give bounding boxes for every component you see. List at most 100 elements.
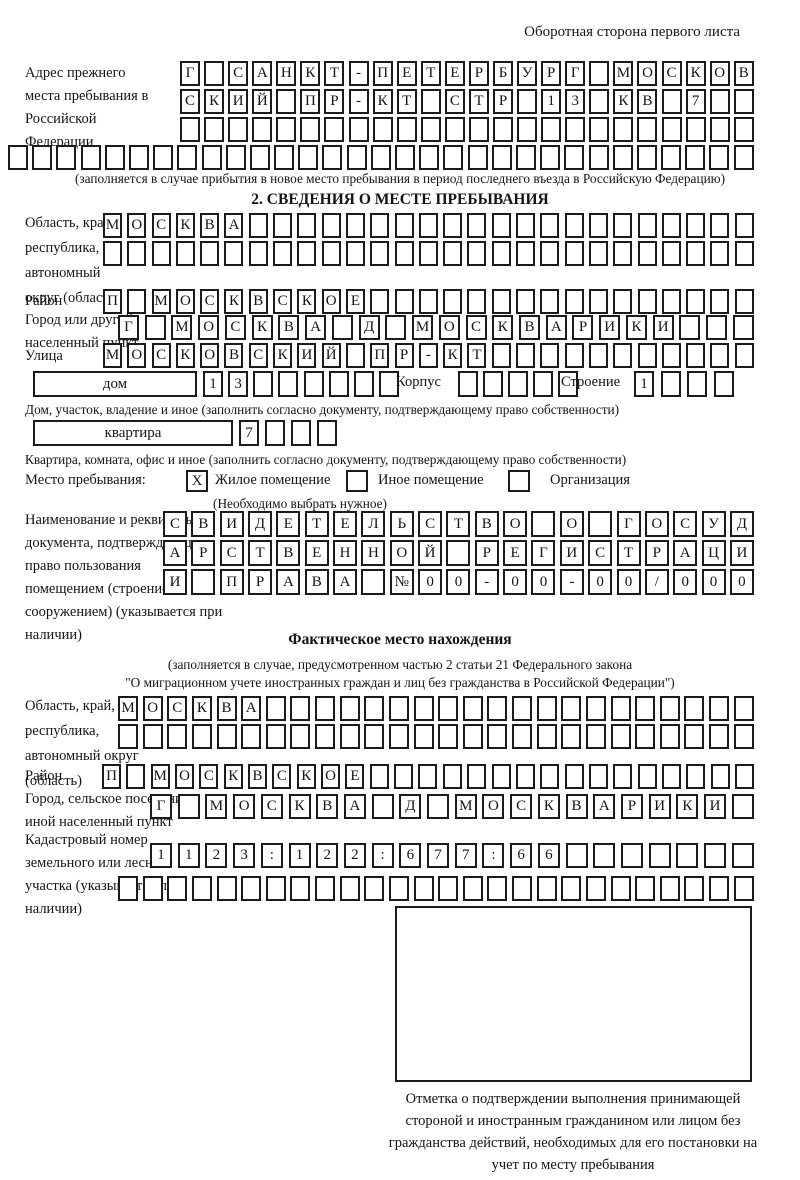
char-cell[interactable] [418,289,438,314]
char-cell[interactable] [200,241,220,266]
char-cell[interactable] [540,289,560,314]
char-cell[interactable] [328,371,349,397]
char-cell[interactable]: / [644,569,669,595]
char-cell[interactable]: Р [468,61,489,86]
char-cell[interactable]: 3 [565,89,586,114]
char-cell[interactable] [733,117,754,142]
char-cell[interactable]: Л [361,511,386,537]
char-cell[interactable] [364,696,385,721]
char-cell[interactable]: О [142,696,163,721]
char-cell[interactable]: С [273,289,293,314]
char-cell[interactable] [468,117,489,142]
char-cell[interactable] [491,764,511,789]
char-cell[interactable]: В [200,213,220,238]
char-cell[interactable] [369,764,389,789]
char-cell[interactable]: 6 [537,843,560,868]
char-cell[interactable] [564,289,584,314]
char-cell[interactable] [487,876,508,901]
char-cell[interactable]: 2 [316,843,339,868]
char-cell[interactable] [709,145,730,170]
char-cell[interactable]: 0 [531,569,556,595]
char-cell[interactable]: Р [493,89,514,114]
char-cell[interactable] [687,371,708,397]
char-cell[interactable] [531,511,556,537]
char-cell[interactable]: К [372,89,393,114]
char-cell[interactable] [493,117,514,142]
char-cell[interactable]: Т [467,343,487,368]
char-cell[interactable] [317,420,337,446]
char-cell[interactable]: 2 [205,843,228,868]
char-cell[interactable]: К [288,794,311,819]
char-cell[interactable]: 3 [228,371,249,397]
char-cell[interactable]: В [278,315,300,340]
char-cell[interactable] [610,724,631,749]
char-cell[interactable]: 2 [343,843,366,868]
char-cell[interactable] [733,89,754,114]
char-cell[interactable] [508,371,528,397]
char-cell[interactable] [331,315,353,340]
char-cell[interactable]: 0 [446,569,471,595]
char-cell[interactable]: Т [324,61,345,86]
char-cell[interactable]: 1 [203,371,223,397]
char-cell[interactable] [297,241,317,266]
char-cell[interactable]: А [673,540,698,566]
char-cell[interactable] [413,724,434,749]
char-cell[interactable] [734,213,754,238]
char-cell[interactable] [733,724,754,749]
char-cell[interactable]: Г [180,61,200,86]
char-cell[interactable] [167,724,188,749]
char-cell[interactable] [706,315,728,340]
char-cell[interactable] [252,117,273,142]
char-cell[interactable]: О [200,343,220,368]
char-cell[interactable] [378,371,399,397]
char-cell[interactable] [558,371,578,397]
char-cell[interactable] [588,343,608,368]
char-cell[interactable] [517,117,538,142]
char-cell[interactable]: Р [620,794,643,819]
char-cell[interactable] [458,371,478,397]
char-cell[interactable] [364,876,385,901]
char-cell[interactable] [276,117,297,142]
char-cell[interactable] [201,145,222,170]
char-cell[interactable]: - [474,569,499,595]
char-cell[interactable]: А [305,315,327,340]
char-cell[interactable] [487,724,508,749]
char-cell[interactable] [491,145,512,170]
char-cell[interactable]: А [343,794,366,819]
char-cell[interactable] [686,764,706,789]
char-cell[interactable] [588,764,608,789]
char-cell[interactable]: Р [541,61,562,86]
char-cell[interactable]: О [503,511,528,537]
char-cell[interactable] [589,117,610,142]
char-cell[interactable]: М [412,315,434,340]
char-cell[interactable] [228,117,249,142]
char-cell[interactable] [589,61,610,86]
char-cell[interactable] [177,145,198,170]
char-cell[interactable]: Д [358,315,380,340]
char-cell[interactable] [661,241,681,266]
char-cell[interactable] [396,117,417,142]
char-cell[interactable] [345,213,365,238]
char-cell[interactable] [709,696,729,721]
char-cell[interactable] [413,876,434,901]
char-cell[interactable] [371,794,394,819]
char-cell[interactable] [177,794,200,819]
char-cell[interactable] [32,145,53,170]
char-cell[interactable] [300,117,321,142]
char-cell[interactable]: Т [468,89,489,114]
char-cell[interactable]: В [304,569,329,595]
char-cell[interactable] [660,371,681,397]
char-cell[interactable]: 7 [454,843,477,868]
char-cell[interactable]: И [163,569,187,595]
char-cell[interactable]: К [204,89,225,114]
char-cell[interactable] [709,724,729,749]
char-cell[interactable]: С [151,343,171,368]
char-cell[interactable] [637,289,657,314]
char-cell[interactable]: А [333,569,358,595]
char-cell[interactable] [370,241,390,266]
char-cell[interactable] [588,145,609,170]
char-cell[interactable] [731,794,754,819]
char-cell[interactable]: О [198,315,220,340]
char-cell[interactable]: М [150,764,170,789]
char-cell[interactable] [685,117,706,142]
